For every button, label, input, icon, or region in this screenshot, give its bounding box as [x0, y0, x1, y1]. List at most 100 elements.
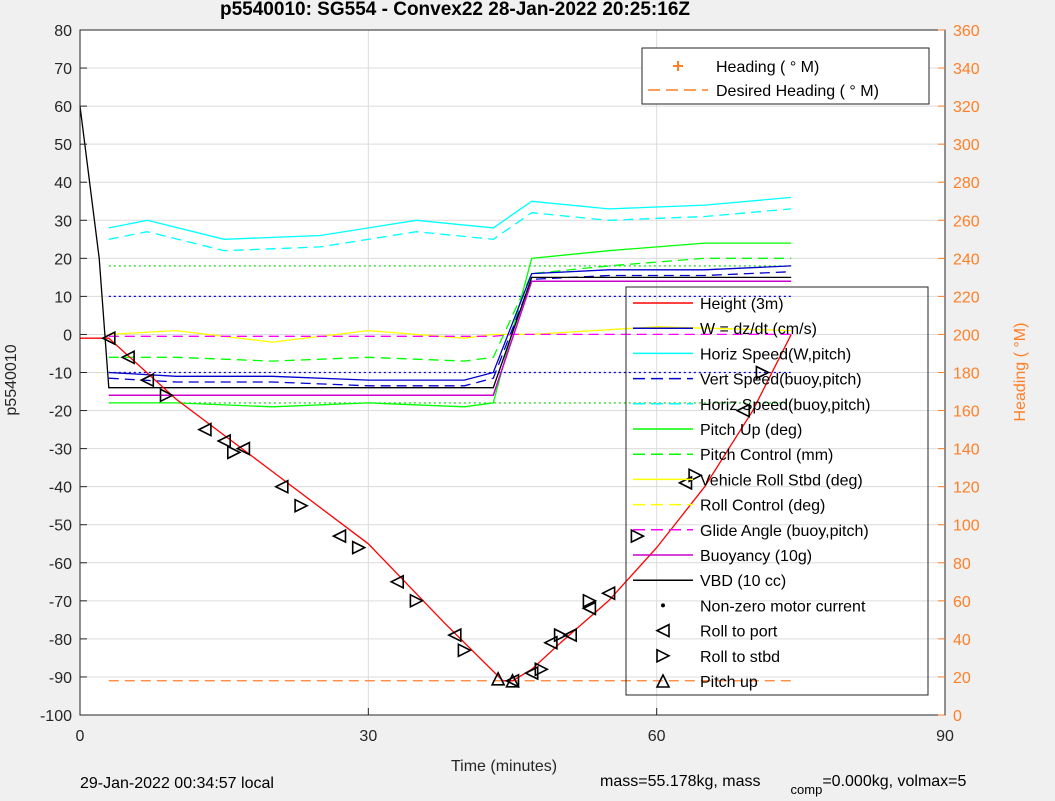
pitch-up-marker — [505, 673, 520, 688]
y2-axis-label: Heading ( °M) — [1012, 323, 1029, 422]
series-horiz-speed — [108, 196, 792, 240]
y-tick-label: -80 — [49, 632, 72, 649]
y-tick-label: -90 — [49, 670, 72, 687]
series-vbd — [79, 106, 792, 389]
y2-tick-label: 340 — [953, 61, 980, 78]
y-tick-label: 0 — [63, 327, 72, 344]
x-tick-label: 60 — [648, 728, 666, 745]
y-tick-label: -70 — [49, 594, 72, 611]
roll-port-marker — [543, 635, 558, 650]
legend-main-box — [625, 286, 929, 696]
roll-port-marker — [735, 403, 751, 418]
y2-tick-label: 300 — [953, 137, 980, 154]
series-pitch-up — [108, 242, 792, 408]
roll-stbd-marker — [351, 540, 367, 555]
roll-port-marker — [581, 601, 597, 616]
y-axis-label: p5540010 — [3, 344, 20, 415]
y-tick-label: 40 — [54, 175, 72, 192]
series-horiz-speed-buoy — [108, 208, 792, 252]
y-tick-label: 80 — [54, 23, 72, 40]
legend: Heading ( ° M) Desired Heading ( ° M) Heig… — [625, 47, 930, 696]
y-tick-label: 30 — [54, 213, 72, 230]
roll-port-marker — [523, 665, 539, 681]
roll-stbd-marker — [630, 528, 646, 544]
roll-port-marker — [235, 441, 251, 456]
y-tick-label: 10 — [54, 289, 72, 306]
series-glide-angle — [108, 333, 792, 337]
pitch-up-marker — [490, 671, 506, 686]
legend-main-symbol — [655, 673, 671, 688]
x-tick-label: 30 — [359, 728, 377, 745]
footer-mass: mass=55.178kg, mass comp=0.000kg, volmax=… — [600, 773, 967, 797]
y2-tick-label: 280 — [953, 175, 980, 192]
roll-stbd-marker — [159, 388, 175, 403]
legend-main-label: Pitch up — [700, 674, 758, 691]
y2-tick-label: 100 — [953, 518, 980, 535]
axes: -100-90-80-70-60-50-40-30-20-10010203040… — [40, 23, 980, 745]
footer-local-time: 29-Jan-2022 00:34:57 local — [80, 775, 274, 792]
series-height — [80, 334, 792, 682]
roll-port-marker — [197, 422, 212, 437]
data-layer — [79, 106, 792, 689]
y-tick-label: -40 — [49, 480, 72, 497]
y-tick-label: -10 — [49, 366, 72, 383]
y2-tick-label: 200 — [953, 327, 980, 344]
roll-stbd-marker — [409, 593, 425, 609]
footer-comp-sub: comp — [791, 782, 823, 797]
series-w — [108, 265, 792, 381]
y-tick-label: -20 — [49, 404, 72, 421]
series-vert-speed — [108, 271, 792, 387]
roll-stbd-marker — [294, 498, 309, 513]
footer-mass-text: mass=55.178kg, mass — [600, 773, 761, 790]
y-tick-label: -60 — [49, 556, 72, 573]
legend-main-label: Horiz Speed(W,pitch) — [700, 346, 851, 363]
y-tick-label: -50 — [49, 518, 72, 535]
y2-tick-label: 260 — [953, 213, 980, 230]
y-tick-label: -30 — [49, 442, 72, 459]
roll-stbd-marker — [582, 593, 598, 609]
legend-main-label: Horiz Speed(buoy,pitch) — [700, 397, 870, 414]
roll-stbd-marker — [755, 365, 771, 380]
roll-stbd-marker — [534, 662, 550, 677]
x-tick-label: 0 — [76, 728, 85, 745]
roll-stbd-marker — [227, 445, 242, 460]
y2-tick-label: 240 — [953, 251, 980, 268]
legend-top-label: Desired Heading ( ° M) — [716, 83, 879, 100]
roll-port-marker — [139, 372, 155, 388]
legend-main-label: W = dz/dt (cm/s) — [700, 321, 817, 338]
y-tick-label: -100 — [40, 708, 72, 725]
y2-tick-label: 180 — [953, 366, 980, 383]
y2-tick-label: 140 — [953, 442, 980, 459]
y2-tick-label: 160 — [953, 404, 980, 421]
y-tick-label: 50 — [54, 137, 72, 154]
roll-stbd-marker — [457, 643, 473, 658]
legend-main-label: Pitch Control (mm) — [700, 447, 833, 464]
roll-stbd-marker — [553, 627, 569, 643]
series-vehicle-roll — [108, 326, 792, 343]
legend-main-label: Roll to stbd — [700, 649, 780, 666]
y2-tick-label: 80 — [953, 556, 971, 573]
series-buoyancy — [108, 280, 792, 397]
roll-port-marker — [600, 585, 616, 601]
roll-port-marker — [331, 528, 347, 544]
y-tick-label: 60 — [54, 99, 72, 116]
y2-tick-label: 220 — [953, 289, 980, 306]
footer-mass-text2: =0.000kg, volmax=5 — [822, 773, 966, 790]
y2-tick-label: 120 — [953, 480, 980, 497]
legend-main-label: Pitch Up (deg) — [700, 422, 802, 439]
y2-tick-label: 60 — [953, 594, 971, 611]
legend-main-label: Buoyancy (10g) — [700, 548, 812, 565]
legend-main-label: Vehicle Roll Stbd (deg) — [700, 472, 863, 489]
roll-port-marker — [216, 433, 231, 449]
x-axis-label: Time (minutes) — [451, 758, 557, 775]
roll-port-marker — [274, 479, 289, 494]
roll-port-marker — [562, 627, 578, 643]
legend-main-symbol — [656, 648, 671, 664]
legend-main-label: Roll Control (deg) — [700, 498, 825, 515]
legend-top-box — [641, 47, 930, 105]
legend-main-label: Non-zero motor current — [700, 598, 866, 615]
legend-main-label: Vert Speed(buoy,pitch) — [700, 372, 862, 389]
series-pitch-control — [108, 257, 792, 362]
legend-main-symbol — [655, 623, 670, 638]
